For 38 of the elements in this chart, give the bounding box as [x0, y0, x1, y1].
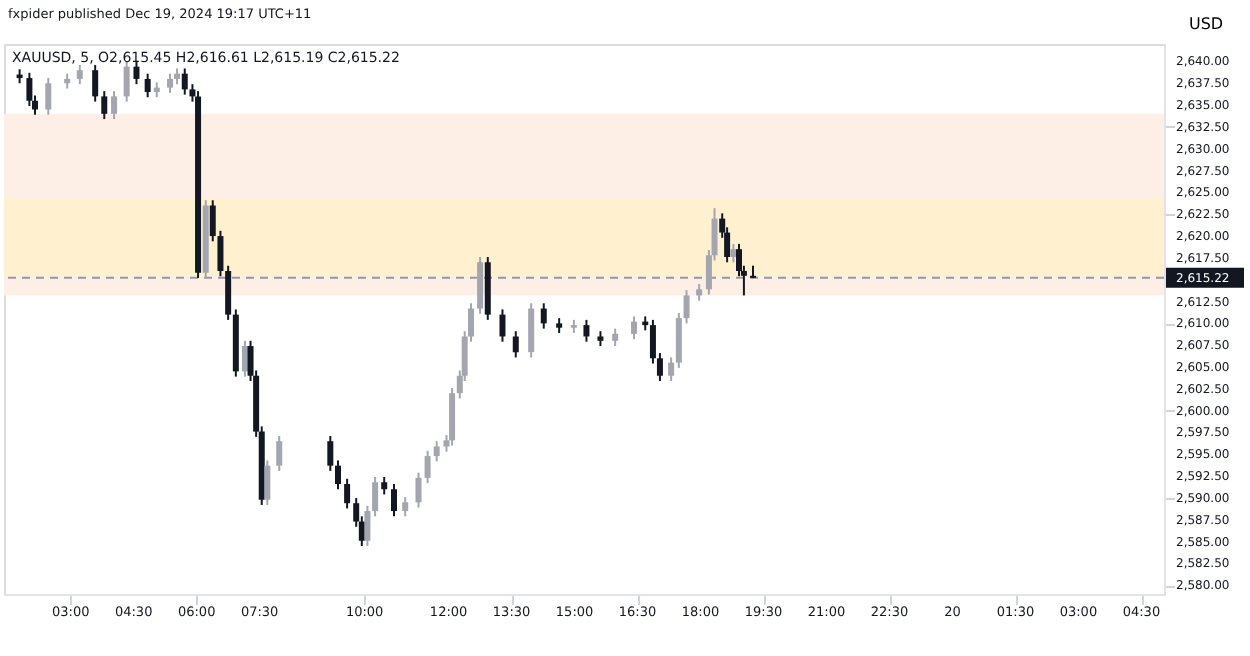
candlestick [449, 386, 456, 447]
candlestick [583, 318, 590, 343]
candlestick [123, 60, 130, 103]
candlestick [264, 459, 271, 506]
candlestick [540, 302, 547, 330]
candlestick [402, 496, 409, 518]
candlestick [144, 72, 151, 99]
candlestick [276, 434, 283, 472]
candlestick [372, 476, 379, 518]
candlestick [424, 449, 431, 485]
candlestick [181, 67, 188, 96]
candlestick [631, 315, 638, 341]
candlestick [335, 459, 342, 491]
candlestick [528, 302, 535, 359]
candlestick [26, 71, 33, 107]
candlestick [433, 440, 440, 463]
candlestick [101, 90, 108, 121]
y-axis-title: USD [1189, 15, 1224, 33]
candlestick [730, 242, 737, 264]
candlestick [241, 339, 248, 378]
candlestick [477, 256, 484, 315]
candlestick [76, 63, 83, 86]
candlestick [327, 434, 334, 472]
candlestick [364, 504, 371, 547]
candlestick [225, 264, 232, 321]
candlestick [133, 60, 140, 86]
candlestick [391, 483, 397, 518]
candlestick [344, 477, 351, 510]
candlestick [668, 356, 675, 382]
candlestick [499, 308, 506, 343]
candlestick [45, 77, 52, 116]
candlestick [167, 72, 174, 94]
candlestick [415, 471, 422, 509]
candlestick [683, 289, 690, 325]
candlestick [512, 330, 519, 359]
candlestick [92, 63, 99, 103]
candlestick [675, 311, 682, 369]
candlestick [111, 90, 118, 121]
